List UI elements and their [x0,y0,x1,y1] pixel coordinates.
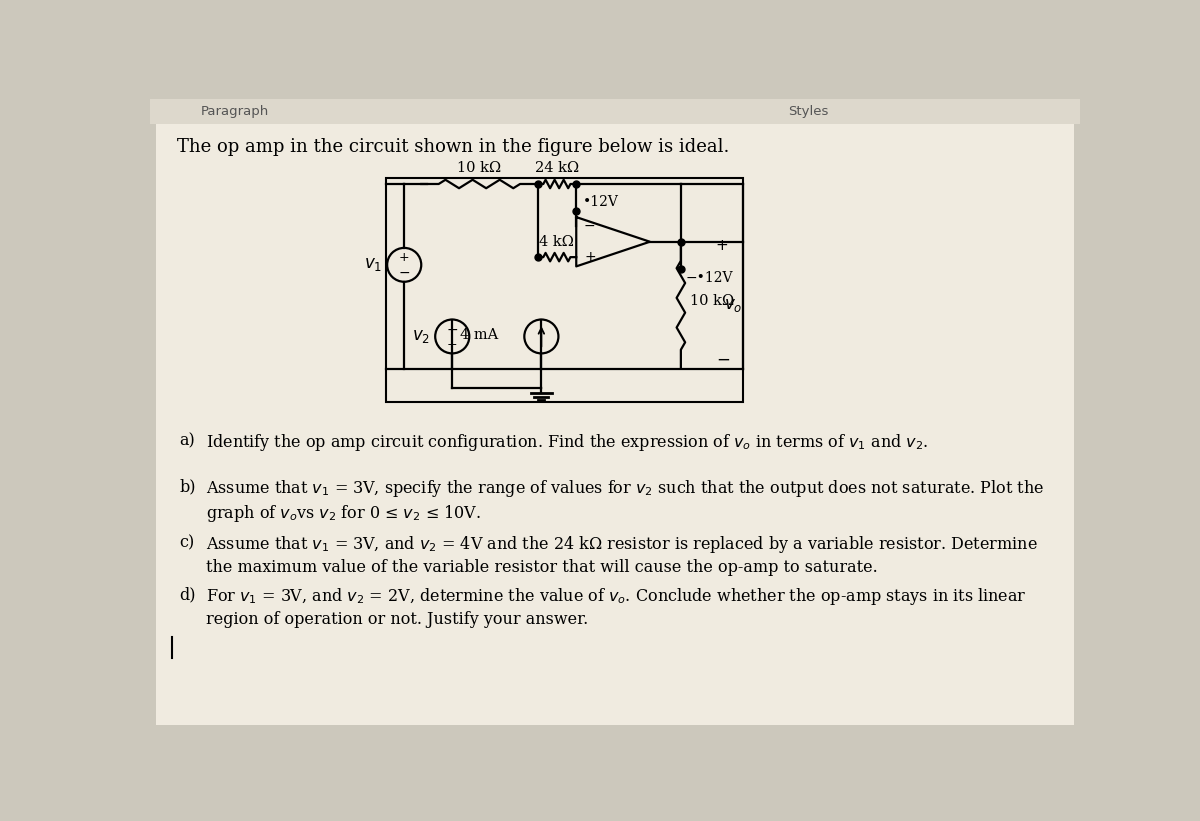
Text: −: − [715,351,730,369]
FancyBboxPatch shape [150,99,1080,124]
Text: b): b) [180,478,196,495]
Text: +: + [446,337,457,351]
Text: Identify the op amp circuit configuration. Find the expression of $v_o$ in terms: Identify the op amp circuit configuratio… [206,432,928,453]
Text: graph of $v_o$vs $v_2$ for 0 ≤ $v_2$ ≤ 10V.: graph of $v_o$vs $v_2$ for 0 ≤ $v_2$ ≤ 1… [206,502,481,524]
Text: c): c) [180,534,194,552]
Text: +: + [715,238,728,253]
Text: the maximum value of the variable resistor that will cause the op-amp to saturat: the maximum value of the variable resist… [206,559,877,576]
Text: Assume that $v_1$ = 3V, specify the range of values for $v_2$ such that the outp: Assume that $v_1$ = 3V, specify the rang… [206,478,1044,499]
Text: 24 kΩ: 24 kΩ [535,161,578,175]
Text: −: − [398,265,410,279]
Text: region of operation or not. Justify your answer.: region of operation or not. Justify your… [206,611,588,627]
Text: +: + [584,250,595,264]
Text: •12V: •12V [582,195,618,209]
Text: $v_o$: $v_o$ [724,296,742,314]
Text: $v_1$: $v_1$ [365,256,383,273]
Text: d): d) [180,586,196,603]
Text: +: + [398,251,409,264]
Bar [386,178,743,402]
Text: 10 kΩ: 10 kΩ [457,161,502,175]
Text: Styles: Styles [788,105,829,118]
Text: a): a) [180,432,196,449]
Text: $v_2$: $v_2$ [413,328,431,345]
Text: 4 kΩ: 4 kΩ [540,236,575,250]
Text: −: − [446,323,458,337]
Text: Assume that $v_1$ = 3V, and $v_2$ = 4V and the 24 kΩ resistor is replaced by a v: Assume that $v_1$ = 3V, and $v_2$ = 4V a… [206,534,1038,555]
FancyBboxPatch shape [156,110,1074,724]
Text: 10 kΩ: 10 kΩ [690,295,734,309]
Text: −•12V: −•12V [685,271,733,285]
Text: Paragraph: Paragraph [202,105,269,118]
Text: −: − [584,219,595,233]
Text: 4 mA: 4 mA [461,328,499,342]
Text: The op amp in the circuit shown in the figure below is ideal.: The op amp in the circuit shown in the f… [178,138,730,156]
Text: For $v_1$ = 3V, and $v_2$ = 2V, determine the value of $v_o$. Conclude whether t: For $v_1$ = 3V, and $v_2$ = 2V, determin… [206,586,1026,607]
